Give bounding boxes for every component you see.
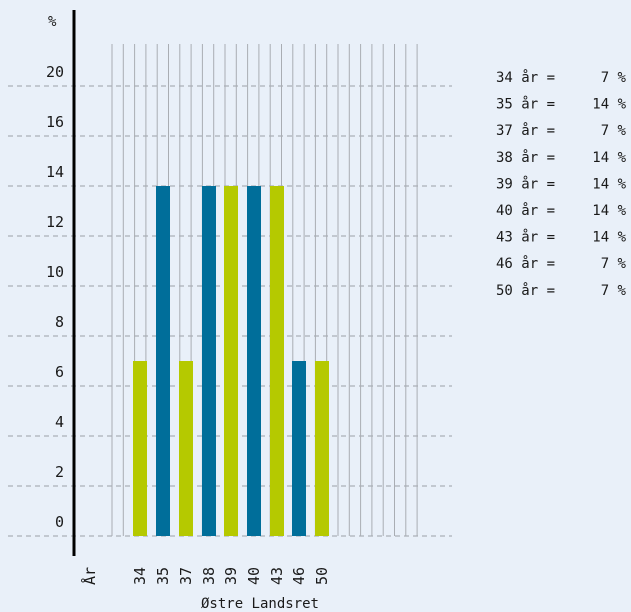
x-axis-label: Østre Landsret (201, 596, 319, 612)
legend-year: 46 år = (496, 255, 555, 272)
bar-50 (315, 361, 329, 536)
legend-percent: 7 % (601, 70, 627, 86)
legend-percent: 7 % (601, 283, 627, 299)
x-axis-prefix-label: År (80, 567, 99, 585)
legend-year: 40 år = (496, 202, 555, 219)
legend-year: 43 år = (496, 229, 555, 246)
legend-percent: 7 % (601, 123, 627, 139)
y-tick-label: 12 (46, 213, 64, 231)
x-tick-label: 50 (313, 567, 331, 585)
x-tick-label: 46 (290, 567, 308, 585)
y-tick-label: 14 (46, 163, 64, 181)
bar-39 (224, 186, 238, 536)
legend-year: 37 år = (496, 122, 555, 139)
legend-percent: 14 % (592, 150, 626, 166)
y-tick-label: 0 (55, 513, 64, 531)
bar-35 (156, 186, 170, 536)
x-tick-label: 34 (131, 567, 149, 585)
legend-year: 38 år = (496, 149, 555, 166)
y-tick-labels: 0 2 4 6 8 10 12 14 16 20 (46, 63, 64, 531)
bar-43 (270, 186, 284, 536)
y-tick-label: 20 (46, 63, 64, 81)
x-tick-label: 39 (222, 567, 240, 585)
legend-percent: 14 % (592, 176, 626, 192)
y-tick-label: 2 (55, 463, 64, 481)
x-tick-label: 35 (154, 567, 172, 585)
bar-38 (202, 186, 216, 536)
x-tick-label: 37 (177, 567, 195, 585)
legend-year: 35 år = (496, 96, 555, 113)
x-tick-labels: 34 35 37 38 39 40 43 46 50 (131, 567, 331, 585)
legend-year: 34 år = (496, 69, 555, 86)
legend-percent: 14 % (592, 230, 626, 246)
legend: 34 år = 7 % 35 år = 14 % 37 år = 7 % 38 år = 14… (496, 69, 627, 299)
legend-percent: 7 % (601, 256, 627, 272)
bar-46 (292, 361, 306, 536)
y-axis-label: % (48, 14, 57, 30)
y-tick-label: 6 (55, 363, 64, 381)
x-tick-label: 43 (268, 567, 286, 585)
bar-37 (179, 361, 193, 536)
y-tick-label: 8 (55, 313, 64, 331)
bars (133, 186, 329, 536)
legend-percent: 14 % (592, 203, 626, 219)
y-tick-label: 4 (55, 413, 64, 431)
horizontal-gridlines (8, 85, 452, 537)
legend-year: 39 år = (496, 175, 555, 192)
legend-percent: 14 % (592, 97, 626, 113)
legend-year: 50 år = (496, 282, 555, 299)
y-tick-label: 10 (46, 263, 64, 281)
x-tick-label: 38 (200, 567, 218, 585)
bar-40 (247, 186, 261, 536)
x-tick-label: 40 (245, 567, 263, 585)
bar-34 (133, 361, 147, 536)
y-tick-label: 16 (46, 113, 64, 131)
